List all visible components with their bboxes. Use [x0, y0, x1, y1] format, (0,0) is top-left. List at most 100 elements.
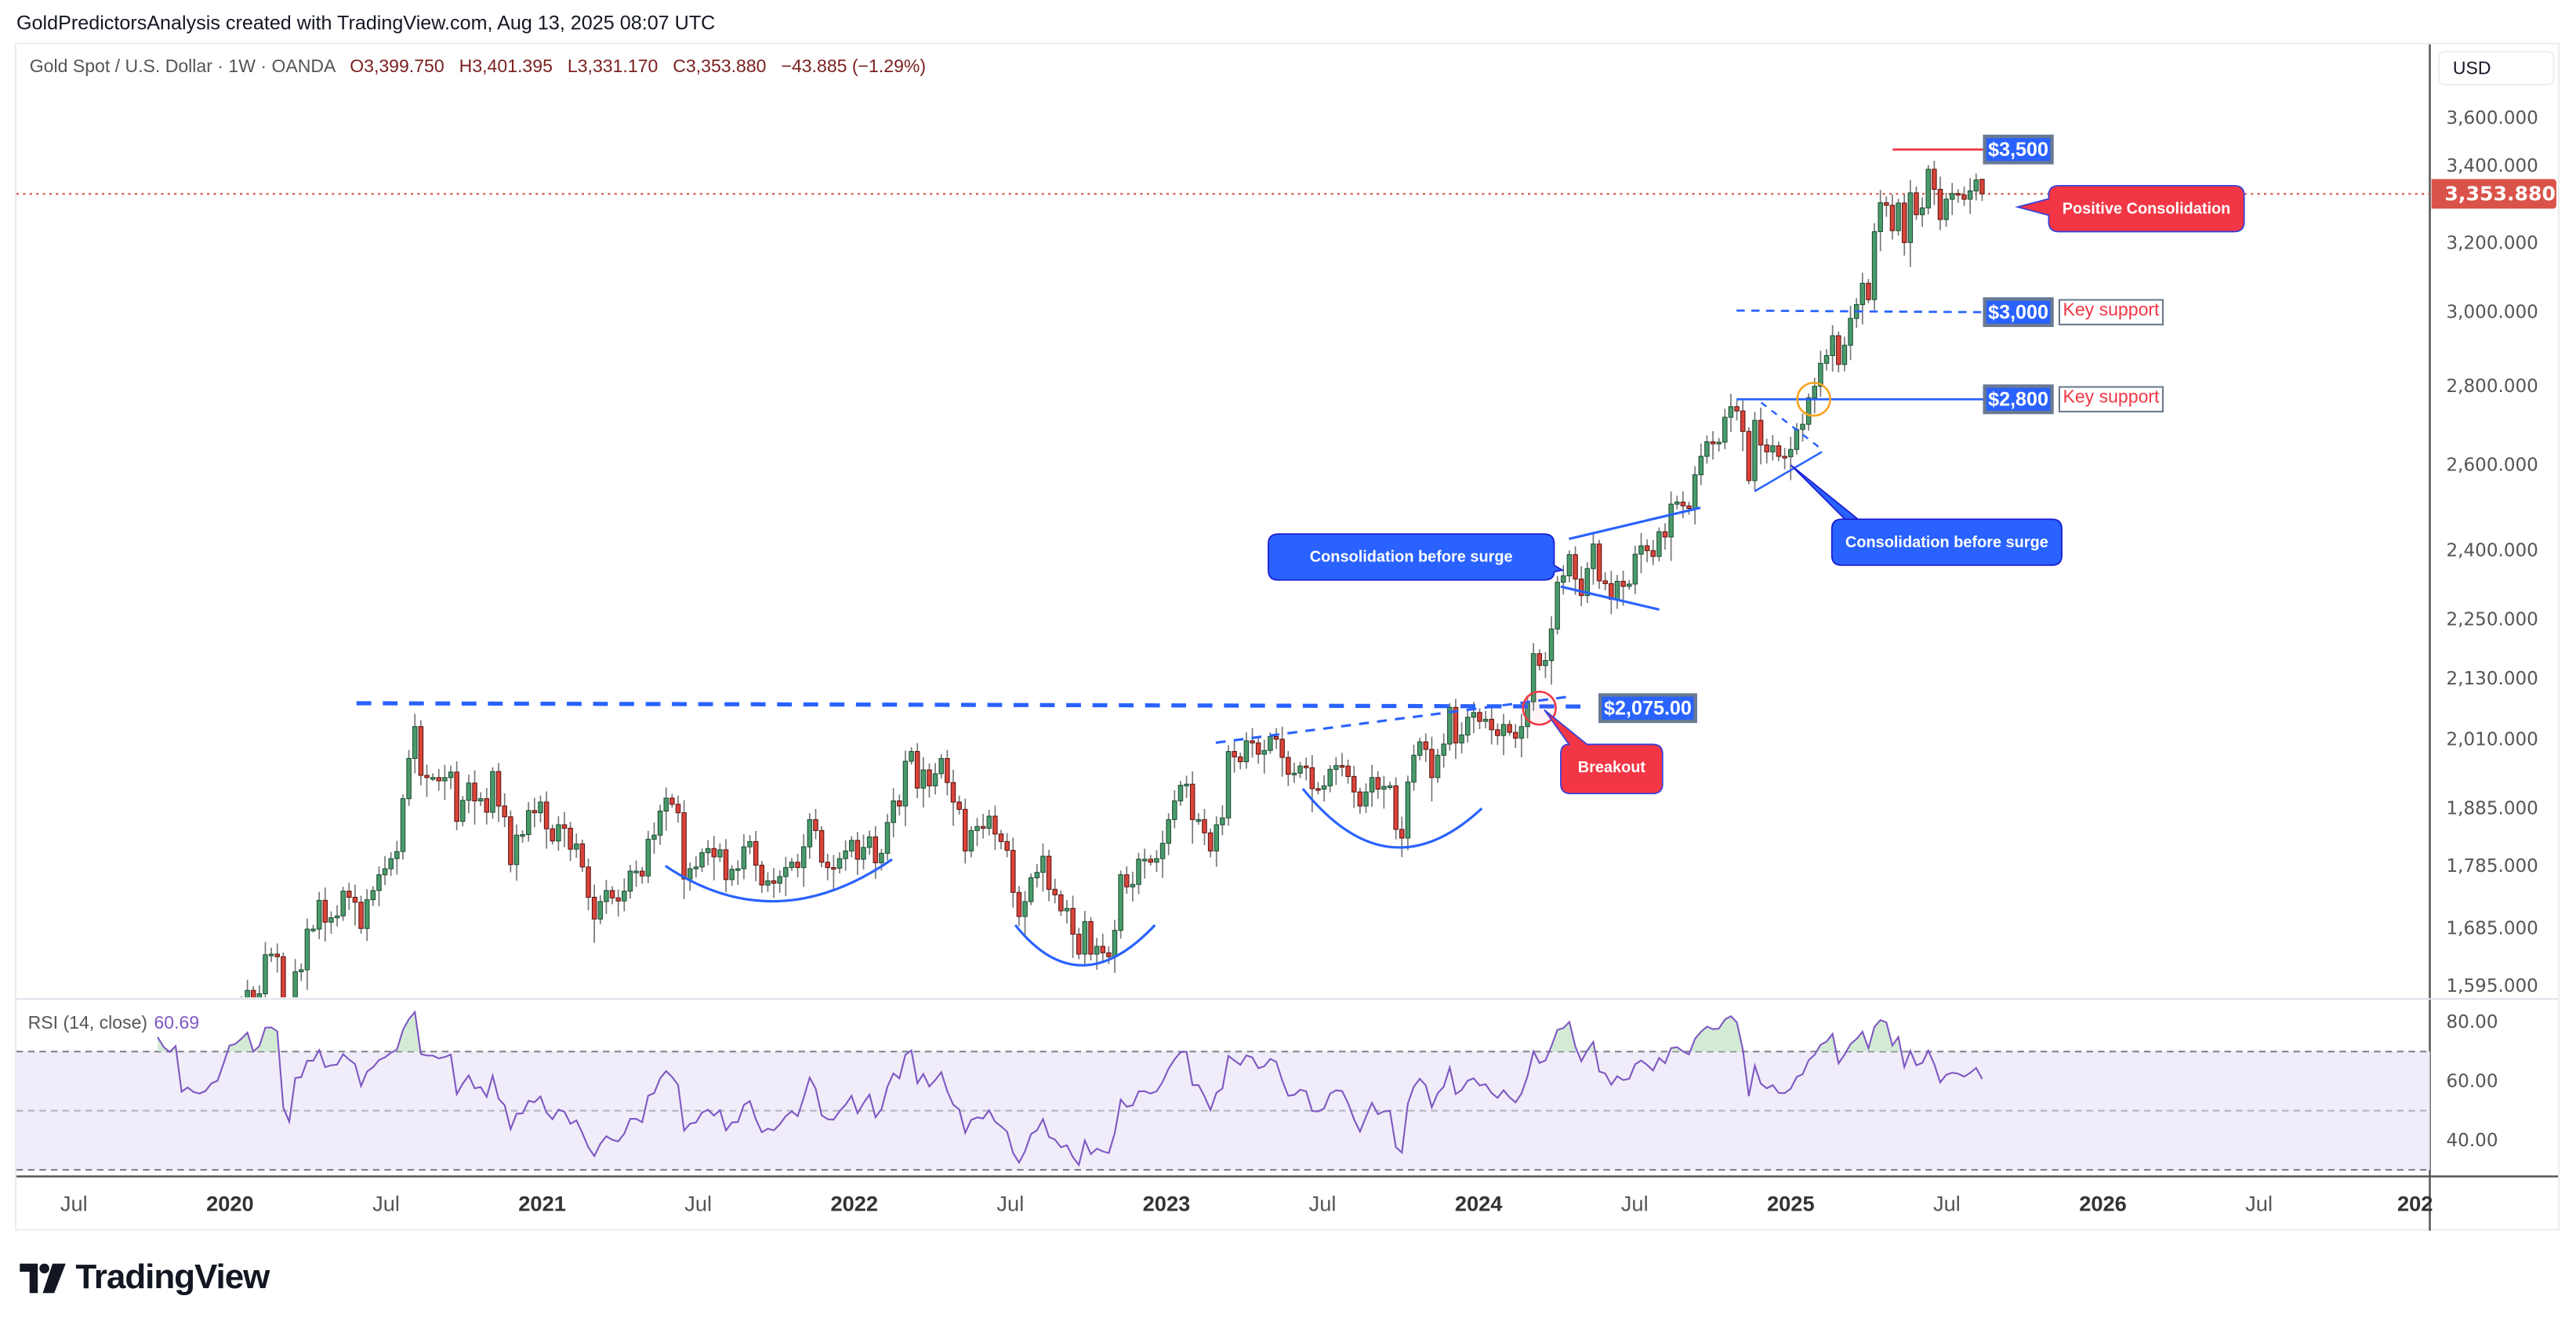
- candle: [1207, 828, 1214, 858]
- candle-body-up: [1805, 397, 1812, 425]
- time-tick: Jul: [60, 1191, 88, 1216]
- currency-button[interactable]: USD: [2438, 50, 2555, 85]
- candle-body-up: [807, 819, 813, 848]
- candle: [1387, 781, 1393, 790]
- candle: [962, 798, 968, 864]
- candle-body-up: [789, 862, 795, 869]
- key-support-label-2800[interactable]: Key support: [2058, 386, 2164, 413]
- candle: [1537, 649, 1543, 671]
- candle-body-down: [250, 989, 256, 998]
- candle: [1184, 775, 1189, 798]
- candle: [1782, 448, 1787, 470]
- rounding-bottom-arc-2[interactable]: [1014, 924, 1156, 967]
- candle-body-up: [1411, 754, 1417, 782]
- resistance-price-label[interactable]: $2,075.00: [1598, 693, 1697, 724]
- positive-consolidation-text: Positive Consolidation: [2062, 200, 2231, 219]
- candle-body-up: [717, 849, 723, 858]
- rsi-title: RSI (14, close): [27, 1014, 148, 1034]
- candle-body-down: [274, 953, 280, 957]
- candle-body-up: [525, 810, 532, 836]
- candle: [1088, 917, 1094, 961]
- candle-body-up: [1136, 859, 1141, 885]
- candle-body-down: [1423, 741, 1429, 750]
- support-line-3000[interactable]: [1736, 309, 1985, 314]
- candle-body-up: [687, 868, 693, 880]
- level-2800-label[interactable]: $2,800: [1983, 384, 2054, 415]
- candle: [1034, 863, 1040, 888]
- tradingview-logo[interactable]: TradingView: [20, 1258, 270, 1298]
- candle-body-up: [974, 826, 980, 831]
- candle-body-up: [1022, 901, 1028, 917]
- legend-open: O3,399.750: [350, 57, 444, 78]
- candle-body-down: [1076, 934, 1082, 955]
- ascending-trendline[interactable]: [1215, 695, 1569, 744]
- candle-body-down: [1207, 832, 1214, 851]
- candle: [406, 750, 412, 806]
- candle: [663, 787, 669, 831]
- candle: [1417, 737, 1423, 761]
- candle: [1573, 546, 1578, 595]
- candle: [1830, 325, 1835, 372]
- resistance-line-2075[interactable]: [356, 701, 1586, 709]
- candle: [1046, 849, 1052, 902]
- candle-body-up: [1752, 419, 1758, 481]
- candle: [1333, 757, 1339, 786]
- rounding-bottom-arc-3[interactable]: [1301, 787, 1483, 849]
- candle: [1823, 349, 1830, 371]
- positive-consolidation-callout[interactable]: [2015, 184, 2245, 233]
- time-tick: Jul: [1620, 1191, 1649, 1216]
- time-tick: 2026: [2079, 1191, 2127, 1216]
- breakout-callout[interactable]: [1544, 709, 1664, 795]
- candle-body-down: [502, 805, 507, 818]
- breakout-circle[interactable]: [1522, 691, 1557, 726]
- candle-body-up: [1291, 772, 1297, 775]
- candle: [1555, 575, 1560, 635]
- candle-body-up: [520, 833, 525, 837]
- candle-body-up: [1159, 843, 1166, 859]
- candle: [352, 884, 358, 926]
- candle-body-up: [1112, 930, 1118, 957]
- candle-body-down: [681, 812, 687, 880]
- candle: [1644, 539, 1650, 563]
- key-support-label-3000[interactable]: Key support: [2058, 299, 2164, 325]
- level-3500-label[interactable]: $3,500: [1983, 134, 2054, 165]
- rsi-legend[interactable]: RSI (14, close) 60.69: [28, 1014, 200, 1033]
- candle: [831, 855, 836, 892]
- consolidation-callout-2[interactable]: [1790, 464, 2063, 566]
- candle: [1423, 733, 1429, 762]
- candle: [1028, 873, 1034, 906]
- candle-body-down: [759, 864, 765, 886]
- candle-body-up: [490, 771, 495, 813]
- retest-circle[interactable]: [1796, 382, 1831, 417]
- candle: [1530, 643, 1537, 711]
- level-3000-label[interactable]: $3,000: [1983, 297, 2054, 328]
- consolidation-callout-1[interactable]: [1268, 533, 1565, 581]
- candle-body-up: [1967, 190, 1973, 200]
- time-tick: Jul: [996, 1191, 1025, 1216]
- candle: [1435, 749, 1441, 783]
- candle: [1919, 197, 1925, 227]
- channel-lower-line[interactable]: [1560, 585, 1660, 612]
- candle-body-up: [1214, 824, 1219, 851]
- candle-body-up: [800, 846, 807, 869]
- rounding-bottom-arc-1[interactable]: [664, 858, 893, 903]
- candle-body-down: [1495, 729, 1500, 736]
- candle-body-up: [538, 801, 543, 814]
- candle-body-down: [322, 899, 328, 923]
- candle-body-down: [495, 771, 502, 807]
- channel-upper-line[interactable]: [1569, 506, 1701, 540]
- candle-body-up: [705, 848, 711, 854]
- candle-body-up: [1464, 717, 1471, 736]
- candle-body-up: [477, 798, 484, 802]
- candle: [1841, 336, 1848, 372]
- drawings[interactable]: [356, 148, 2245, 967]
- symbol-title[interactable]: Gold Spot / U.S. Dollar · 1W · OANDA: [29, 57, 336, 78]
- candle-body-down: [669, 797, 675, 805]
- candle-body-down: [1512, 731, 1518, 739]
- candle-body-up: [1040, 855, 1046, 873]
- symbol-legend[interactable]: Gold Spot / U.S. Dollar · 1W · OANDA O3,…: [30, 57, 926, 77]
- triangle-lower-line[interactable]: [1754, 451, 1823, 492]
- candle-body-down: [561, 824, 568, 829]
- consolidation-callout-2-text: Consolidation before surge: [1845, 534, 2048, 553]
